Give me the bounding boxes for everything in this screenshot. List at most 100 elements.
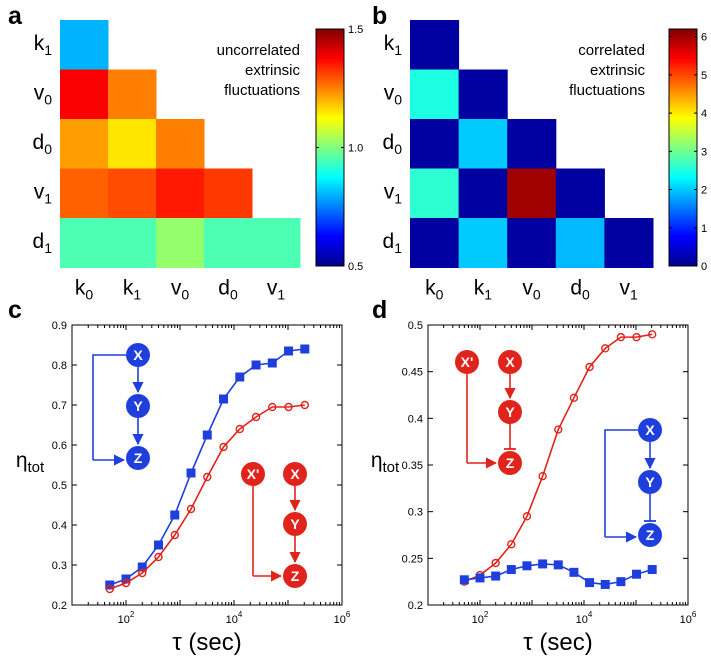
col-label: d0 [218, 277, 238, 303]
y-axis-label-subscript: tot [383, 459, 401, 476]
col-label-subscript: 0 [181, 287, 189, 303]
heatmap-cell [507, 218, 557, 268]
row-label-subscript: 1 [394, 42, 402, 58]
colorbar-tick-label: 3 [701, 146, 707, 158]
data-point-blue [154, 540, 164, 550]
node-X'-circle [241, 462, 265, 486]
row-label: v0 [384, 81, 403, 107]
row-label-base: d [383, 230, 395, 253]
data-point-red [235, 424, 244, 434]
row-label-base: k [384, 32, 395, 55]
data-point-blue [202, 430, 212, 440]
heatmap-cell [60, 69, 109, 120]
heatmap-cell [60, 20, 109, 70]
plot-frame [71, 324, 343, 606]
heatmap-cell [410, 119, 460, 169]
panel-letter-b: b [372, 2, 387, 30]
data-point-blue [475, 573, 485, 583]
col-label-base: k [425, 277, 436, 300]
data-point-blue [235, 372, 245, 382]
col-label-subscript: 0 [436, 287, 444, 303]
heatmap-cell [156, 119, 205, 169]
data-point-blue [170, 510, 180, 520]
x-tick-exponent: 4 [238, 610, 243, 619]
x-tick-base: 10 [118, 614, 130, 626]
row-label-base: v [34, 81, 45, 104]
data-point-red [632, 332, 641, 342]
x-tick-base: 10 [472, 614, 484, 626]
colorbar-tick-label: 0 [701, 261, 707, 273]
data-point-red [538, 472, 547, 481]
data-point-blue [219, 394, 229, 404]
node-X-label: X [290, 466, 300, 482]
heatmap-cell [108, 69, 157, 120]
data-point-red [284, 402, 293, 412]
colorbar [315, 28, 345, 267]
heatmap-cell [252, 218, 301, 268]
x-tick-label: 102 [118, 610, 135, 626]
data-point-red [138, 568, 147, 578]
x-tick-base: 10 [680, 614, 692, 626]
heatmap-cell [507, 168, 557, 219]
col-label-subscript: 0 [230, 287, 238, 303]
x-tick-exponent: 2 [484, 610, 489, 619]
row-label-base: d [33, 230, 45, 253]
heatmap-cell [410, 218, 460, 268]
row-label-base: d [33, 131, 45, 154]
col-label-base: k [75, 277, 86, 300]
node-X-circle [638, 418, 662, 442]
node-X-label: X [505, 354, 515, 370]
y-tick-label: 0.7 [52, 400, 67, 412]
heatmap-cell [108, 119, 157, 169]
y-tick-label: 0.2 [52, 600, 67, 612]
data-point-blue [506, 565, 516, 575]
row-label-base: d [383, 131, 395, 154]
heatmap-cell [156, 168, 205, 219]
node-X-circle [498, 350, 522, 374]
data-point-blue [538, 559, 548, 569]
annotation-line: uncorrelated [217, 42, 300, 59]
y-tick-label: 0.3 [52, 560, 67, 572]
node-X-circle [283, 462, 307, 486]
node-Y-label: Y [133, 398, 143, 414]
node-Z-circle [126, 446, 150, 470]
heatmap-cell [204, 218, 253, 268]
data-point-red [554, 425, 563, 434]
col-label: k0 [425, 277, 444, 303]
data-point-blue [491, 571, 501, 581]
data-point-blue [553, 560, 563, 570]
y-axis-label: ηtot [16, 449, 45, 476]
x-tick-exponent: 2 [130, 610, 135, 619]
col-label: k0 [75, 277, 94, 303]
colorbar-tick-label: 1.0 [348, 143, 363, 155]
row-label-subscript: 0 [44, 91, 52, 107]
y-axis-label-subscript: tot [28, 459, 46, 476]
x-tick-label: 104 [576, 610, 593, 626]
y-axis-label: ηtot [371, 449, 400, 476]
heatmap-cell [458, 218, 508, 268]
col-label-base: v [267, 277, 278, 300]
row-label-base: k [34, 32, 45, 55]
row-label-subscript: 0 [394, 141, 402, 157]
heatmap-cell [60, 119, 109, 169]
annotation-line: extrinsic [245, 62, 301, 79]
col-label-subscript: 1 [133, 287, 141, 303]
row-label: v0 [34, 81, 53, 107]
row-label: d0 [383, 131, 403, 157]
data-point-red [522, 512, 532, 521]
row-label: v1 [384, 180, 403, 206]
col-label-base: k [123, 277, 134, 300]
col-label-base: v [620, 277, 631, 300]
col-label-subscript: 1 [630, 287, 638, 303]
data-point-red [219, 442, 228, 452]
row-label-subscript: 0 [44, 141, 52, 157]
row-label-base: v [384, 81, 395, 104]
node-Y-circle [498, 400, 522, 424]
y-tick-label: 0.25 [402, 553, 423, 565]
data-point-red [491, 558, 500, 568]
data-point-red [268, 402, 277, 412]
colorbar [668, 28, 698, 267]
node-X'-circle [455, 350, 479, 374]
data-point-red [105, 584, 114, 594]
